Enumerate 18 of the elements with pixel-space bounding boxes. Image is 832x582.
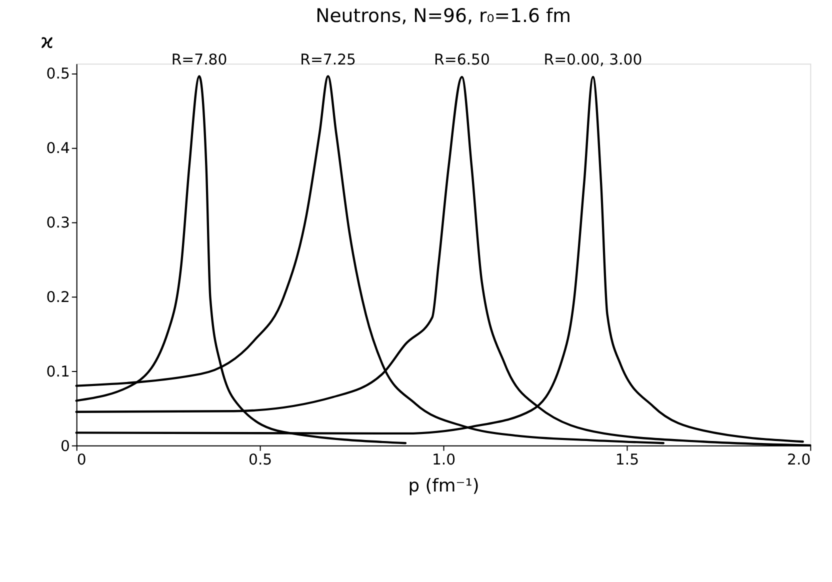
x-tick-label: 1.0 (432, 450, 456, 469)
y-tick-label: 0.2 (46, 288, 70, 306)
y-tick-label: 0 (60, 436, 70, 455)
x-tick-label: 0 (76, 450, 86, 469)
annotation: R=0.00, 3.00 (544, 50, 642, 68)
annotation: R=7.25 (300, 50, 356, 68)
y-axis-title: ϰ (40, 30, 54, 54)
y-tick-label: 0.5 (46, 64, 70, 83)
annotation: R=6.50 (434, 50, 490, 68)
y-tick-label: 0.3 (46, 214, 70, 232)
x-tick-label: 2.0 (787, 450, 811, 469)
annotation: R=7.80 (171, 50, 228, 68)
chart-title: Neutrons, N=96, r₀=1.6 fm (316, 6, 571, 27)
x-axis-title: p (fm⁻¹) (408, 475, 480, 496)
y-tick-label: 0.4 (46, 139, 70, 158)
x-tick-label: 1.5 (615, 450, 640, 469)
x-tick-label: 0.5 (248, 450, 272, 469)
y-tick-label: 0.1 (46, 362, 70, 380)
